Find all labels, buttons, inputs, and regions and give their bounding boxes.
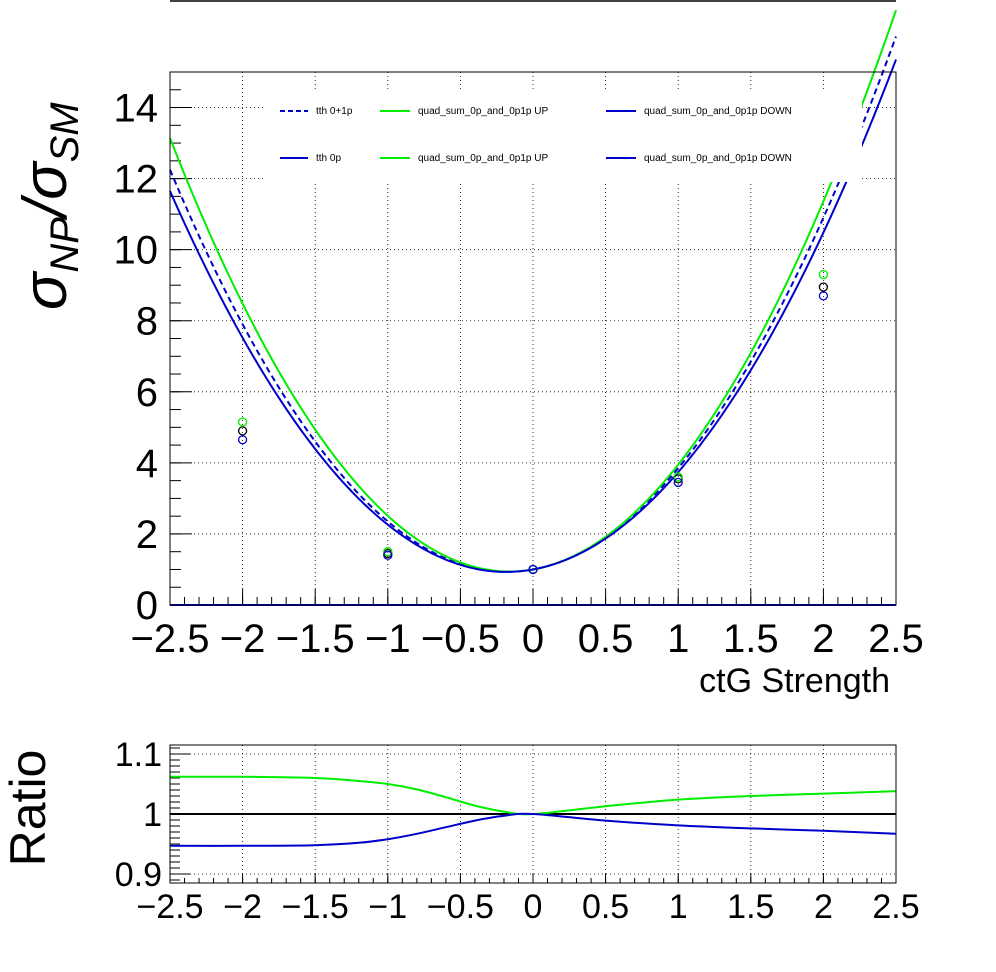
ratio-x-tick-label: 1.5 [727,888,774,926]
ratio-x-tick-labels: −2.5 −2 −1.5 −1 −0.5 0 0.5 1 1.5 2 2.5 [136,888,919,926]
ratio-x-tick-label: 2 [814,888,833,926]
data-point-marker [818,269,829,280]
legend-label-3: quad_sum_0p_and_0p1p DOWN [644,106,792,117]
ratio-x-tick-label: −0.5 [427,888,494,926]
main-y-tick-label: 8 [136,300,158,344]
legend-box [266,92,862,182]
legend-label-5: quad_sum_0p_and_0p1p UP [418,153,548,164]
ratio-ticks [169,747,897,883]
main-y-tick-label: 0 [136,584,158,628]
legend: tth 0+1p quad_sum_0p_and_0p1p UP quad_su… [266,92,862,182]
y-axis-label-slash-sigma: /σ [11,160,80,221]
data-point-marker [673,477,683,488]
ratio-frame [169,744,897,884]
main-y-tick-label: 4 [136,442,158,486]
series-line [169,59,897,573]
legend-label-6: quad_sum_0p_and_0p1p DOWN [644,153,792,164]
main-x-tick-label: 1.5 [723,617,779,661]
data-point-marker [673,472,683,482]
ratio-x-tick-label: 0 [524,888,543,926]
data-point-marker [237,435,248,445]
ratio-x-tick-label: −2.5 [136,888,203,926]
data-point-marker [818,291,829,301]
main-x-tick-label: −2 [220,617,266,661]
main-x-tick-label: −1 [365,617,411,661]
ratio-y-tick-label: 1.1 [115,736,162,774]
ratio-series-line [169,775,897,816]
main-x-tick-label: 0 [522,617,544,661]
main-y-tick-label: 2 [136,513,158,557]
ratio-x-tick-label: 0.5 [582,888,629,926]
ratio-x-tick-label: 1 [669,888,688,926]
main-plot: −2.5 −2 −1.5 −1 −0.5 0 0.5 1 1.5 2 2.5 0 2 4 6 8 10 12 14… [11,9,924,700]
main-y-tick-label: 12 [114,158,159,202]
ratio-x-tick-label: −2 [223,888,262,926]
ratio-y-tick-label: 1 [143,796,162,834]
data-point-marker [237,426,248,436]
main-x-tick-labels: −2.5 −2 −1.5 −1 −0.5 0 0.5 1 1.5 2 2.5 [131,617,924,661]
legend-label-2: quad_sum_0p_and_0p1p UP [418,106,548,117]
x-axis-label: ctG Strength [699,662,890,700]
ratio-y-axis-label: Ratio [0,750,56,867]
main-x-tick-label: 2.5 [868,617,924,661]
legend-label-4: tth 0p [316,153,341,164]
main-y-tick-label: 10 [114,229,159,273]
legend-label-1: tth 0+1p [316,106,353,117]
data-point-marker [818,282,829,292]
main-x-tick-label: 1 [667,617,689,661]
ratio-plot: −2.5 −2 −1.5 −1 −0.5 0 0.5 1 1.5 2 2.5 0.9 1 1.1 Rat… [0,736,920,926]
main-y-tick-labels: 0 2 4 6 8 10 12 14 [114,87,159,628]
y-axis-label: σNP/σSM [11,102,87,310]
y-axis-label-sub-np: NP [43,217,87,273]
data-point-marker [237,417,248,427]
data-point-marker [383,550,393,560]
main-x-tick-label: 0.5 [578,617,634,661]
svg-text:σNP/σSM: σNP/σSM [11,102,87,310]
ratio-x-tick-label: −1.5 [282,888,349,926]
data-point-marker [383,547,393,557]
main-frame [169,71,897,606]
ratio-x-tick-label: 2.5 [872,888,919,926]
ratio-series-line [169,812,897,847]
ratio-x-tick-label: −1 [368,888,407,926]
y-axis-label-sigma: σ [11,270,80,310]
main-x-tick-label: 2 [812,617,834,661]
main-x-tick-label: −2.5 [131,617,210,661]
ratio-series [169,775,897,847]
ratio-y-tick-label: 0.9 [115,856,162,894]
main-y-tick-label: 14 [114,87,159,131]
main-y-tick-label: 6 [136,371,158,415]
ratio-y-tick-labels: 0.9 1 1.1 [115,736,162,894]
y-axis-label-sub-sm: SM [43,102,87,163]
main-x-tick-label: −0.5 [421,617,500,661]
main-markers [237,269,829,575]
main-x-tick-label: −1.5 [276,617,355,661]
data-point-marker [528,564,538,575]
